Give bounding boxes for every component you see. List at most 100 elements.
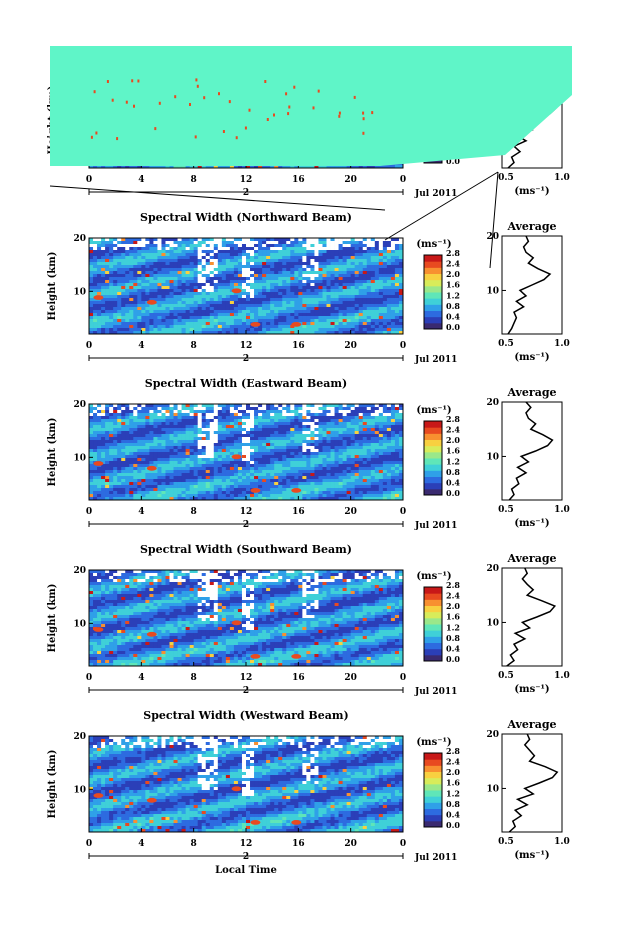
heatmap-cell [398, 286, 404, 290]
heatmap-cell [310, 283, 315, 287]
heatmap-cell [346, 271, 351, 275]
heatmap-cell [334, 165, 339, 169]
heatmap-cell [153, 310, 158, 314]
heatmap-cell [342, 247, 347, 251]
heatmap-cell [282, 319, 287, 323]
heatmap-cell [141, 238, 146, 242]
heatmap-cell [113, 238, 118, 242]
heatmap-cell [177, 277, 182, 281]
heatmap-cell [330, 289, 335, 293]
heatmap-cell [89, 247, 94, 251]
heatmap-cell [390, 295, 396, 299]
heatmap-cell [386, 238, 392, 242]
heatmap-cell [378, 286, 384, 290]
heatmap-cell [390, 301, 396, 305]
heatmap-cell [290, 256, 295, 260]
heatmap-cell [286, 165, 291, 169]
heatmap-cell [338, 250, 343, 254]
heatmap-cell [197, 253, 203, 257]
heatmap-cell [298, 295, 303, 299]
heatmap-cell [89, 262, 94, 266]
heatmap-cell [258, 271, 263, 275]
heatmap-cell [374, 268, 380, 272]
heatmap-cell [193, 274, 198, 278]
heatmap-cell [358, 307, 364, 311]
heatmap-cell [189, 319, 194, 323]
heatmap-cell [177, 268, 182, 272]
heatmap-cell [241, 310, 247, 314]
heatmap-cell [153, 247, 158, 251]
heatmap-cell [97, 280, 102, 284]
heatmap-cell [314, 277, 319, 281]
heatmap-cell [382, 292, 388, 296]
heatmap-cell [109, 259, 114, 263]
heatmap-cell [310, 304, 315, 308]
heatmap-cell [322, 238, 327, 242]
heatmap-cell [241, 316, 247, 320]
heatmap-cell [330, 328, 335, 332]
heatmap-cell [229, 283, 235, 287]
heatmap-cell [338, 328, 343, 332]
heatmap-cell [358, 289, 364, 293]
heatmap-cell [157, 265, 162, 269]
heatmap-cell [342, 310, 347, 314]
heatmap-cell [326, 286, 331, 290]
heatmap-cell [306, 313, 311, 317]
heatmap-cell [330, 295, 335, 299]
heatmap-cell [217, 325, 223, 329]
heatmap-cell [217, 316, 223, 320]
heatmap-cell [262, 325, 267, 329]
heatmap-cell [149, 316, 154, 320]
heatmap-cell [314, 316, 319, 320]
heatmap-cell [346, 283, 351, 287]
heatmap-cell [334, 301, 339, 305]
heatmap-cell [338, 310, 343, 314]
heatmap-cell [330, 268, 335, 272]
heatmap-cell [362, 301, 368, 305]
heatmap-cell [294, 292, 299, 296]
heatmap-cell [338, 301, 343, 305]
heatmap-cell [173, 244, 178, 248]
heatmap-cell [241, 292, 247, 296]
heatmap-cell [274, 271, 279, 275]
heatmap-cell [169, 319, 174, 323]
heatmap-cell [342, 283, 347, 287]
heatmap-cell [250, 262, 255, 266]
heatmap-cell [161, 259, 166, 263]
heatmap-cell [270, 286, 275, 290]
heatmap-cell [221, 268, 227, 272]
heatmap-cell [177, 256, 182, 260]
heatmap-cell [398, 250, 404, 254]
heatmap-cell [382, 298, 388, 302]
heatmap-cell [185, 295, 190, 299]
heatmap-cell [326, 292, 331, 296]
heatmap-cell [378, 250, 384, 254]
panel-2: Spectral Width (Northward Beam)1020Heigh… [47, 211, 570, 365]
heatmap-cell [358, 277, 364, 281]
heatmap-cell [193, 289, 198, 293]
heatmap-cell [334, 319, 339, 323]
heatmap-cell [346, 280, 351, 284]
heatmap-cell [322, 262, 327, 266]
heatmap-cell [161, 316, 166, 320]
heatmap-cell [350, 165, 355, 169]
heatmap-cell [278, 304, 283, 308]
heatmap-cell [358, 165, 364, 169]
heatmap-cell [205, 238, 211, 242]
heatmap-cell [93, 280, 98, 284]
heatmap-cell [266, 313, 271, 317]
heatmap-cell [274, 256, 279, 260]
heatmap-cell [362, 280, 368, 284]
heatmap-cell [398, 319, 404, 323]
heatmap-cell [141, 265, 146, 269]
heatmap-cell [237, 313, 243, 317]
heatmap-cell [374, 325, 380, 329]
heatmap-cell [306, 307, 311, 311]
heatmap-cell [237, 292, 243, 296]
heatmap-cell [233, 310, 239, 314]
heatmap-cell [262, 238, 267, 242]
heatmap-cell [145, 271, 150, 275]
heatmap-cell [181, 301, 186, 305]
heatmap-cell [362, 244, 368, 248]
heatmap-cell [374, 250, 380, 254]
